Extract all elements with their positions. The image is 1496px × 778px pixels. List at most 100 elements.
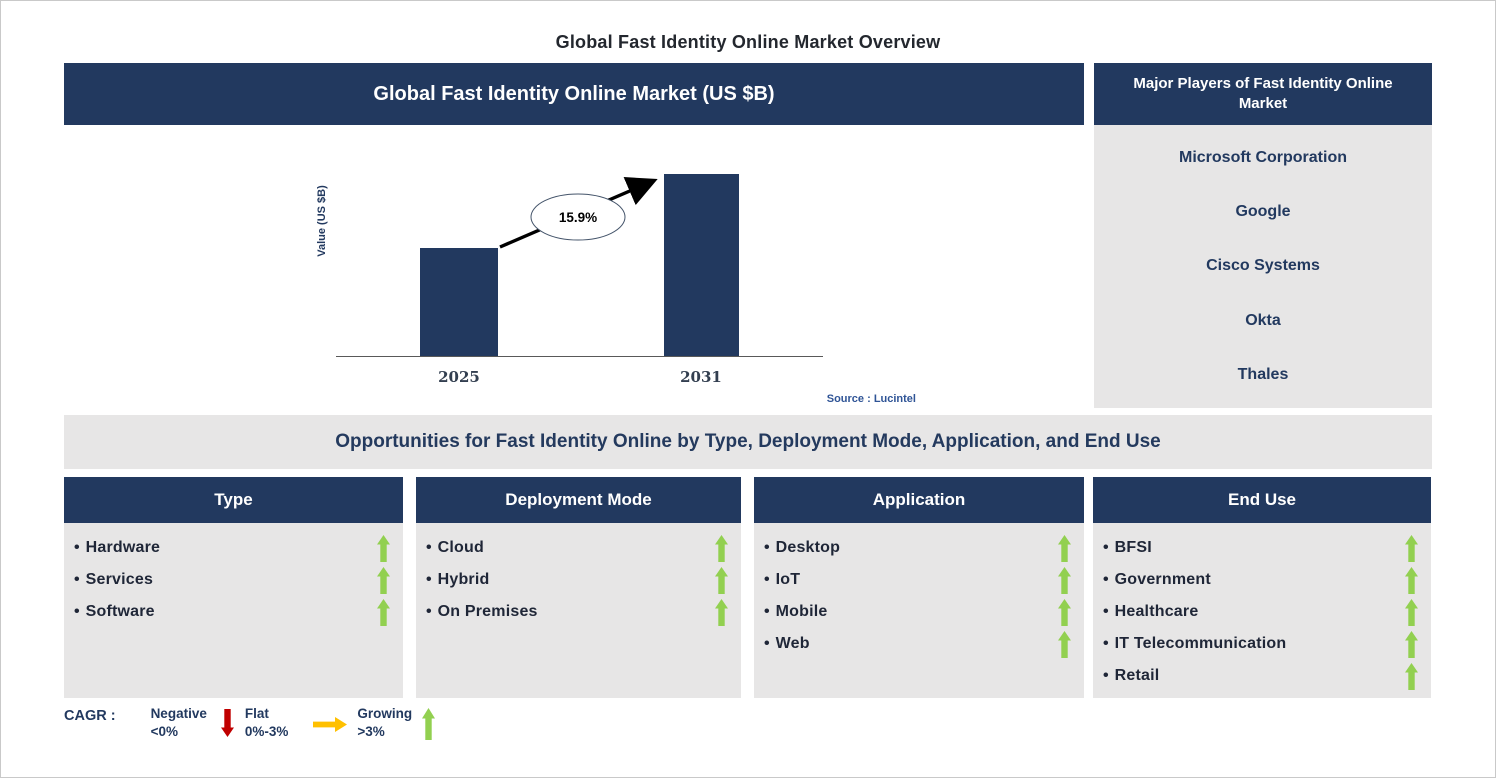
up-arrow-icon	[377, 598, 390, 626]
legend-flat-name: Flat	[244, 706, 269, 721]
bar-2031	[664, 174, 739, 356]
down-arrow-icon	[220, 705, 234, 737]
up-arrow-icon	[715, 534, 728, 562]
up-arrow-icon	[1405, 534, 1418, 562]
bullet-glyph: •	[74, 571, 80, 588]
column-application: Application • Desktop • IoT • Mobile	[754, 477, 1084, 698]
legend-flat-range: 0%-3%	[244, 723, 289, 739]
up-arrow-icon	[1058, 534, 1071, 562]
bullet-glyph: •	[764, 635, 770, 652]
column-end-use: End Use • BFSI • Government • Healthcare	[1093, 477, 1431, 698]
column-type-items: • Hardware • Services • Software	[64, 523, 403, 698]
opportunities-banner-label: Opportunities for Fast Identity Online b…	[335, 431, 1161, 452]
bullet-glyph: •	[764, 571, 770, 588]
segment-item-label: Services	[85, 571, 154, 588]
segment-item: • Hybrid	[416, 564, 741, 596]
up-arrow-icon	[422, 705, 436, 740]
cagr-ellipse	[530, 193, 626, 241]
bullet-glyph: •	[764, 539, 770, 556]
up-arrow-icon	[1405, 566, 1418, 594]
segment-item: • Retail	[1093, 660, 1431, 692]
up-arrow-icon	[377, 566, 390, 594]
segment-item: • Cloud	[416, 532, 741, 564]
player-item: Cisco Systems	[1206, 257, 1320, 275]
up-arrow-icon	[377, 534, 390, 562]
right-arrow-icon	[313, 705, 348, 732]
segment-item: • Web	[754, 628, 1084, 660]
up-arrow-icon	[1405, 662, 1418, 690]
chart-section-header-label: Global Fast Identity Online Market (US $…	[373, 82, 775, 105]
segment-item: • Hardware	[64, 532, 403, 564]
source-attribution: Source : Lucintel	[826, 393, 916, 405]
bullet-glyph: •	[426, 571, 432, 588]
up-arrow-icon	[1405, 598, 1418, 626]
legend-flat: Flat 0%-3%	[245, 705, 289, 740]
up-arrow-icon	[1058, 630, 1071, 658]
legend-growing-range: >3%	[357, 723, 385, 739]
column-deployment-mode: Deployment Mode • Cloud • Hybrid • On Pr…	[416, 477, 741, 698]
legend-growing-name: Growing	[357, 706, 413, 721]
chart-section-header: Global Fast Identity Online Market (US $…	[64, 63, 1084, 125]
segment-item: • Healthcare	[1093, 596, 1431, 628]
segment-item-label: IoT	[775, 571, 801, 588]
x-tick-2025: 2025	[438, 368, 480, 386]
bullet-glyph: •	[1103, 603, 1109, 620]
bullet-glyph: •	[74, 603, 80, 620]
segment-item: • Mobile	[754, 596, 1084, 628]
segment-item-label: Healthcare	[1114, 603, 1199, 620]
column-application-header: Application	[754, 477, 1084, 523]
legend-growing: Growing >3%	[357, 705, 412, 740]
segment-item-label: Mobile	[775, 603, 828, 620]
up-arrow-icon	[1058, 598, 1071, 626]
bar-chart: Value (US $B) 15.9% 2025 2031	[316, 174, 823, 386]
segment-item: • Software	[64, 596, 403, 628]
y-axis-label: Value (US $B)	[316, 185, 328, 257]
cagr-legend: CAGR : Negative <0% Flat 0%-3% Growing >…	[64, 705, 436, 740]
major-players-header-label: Major Players of Fast Identity Online Ma…	[1133, 74, 1393, 112]
segment-item: • IT Telecommunication	[1093, 628, 1431, 660]
x-tick-2031: 2031	[680, 368, 722, 386]
major-players-panel: Major Players of Fast Identity Online Ma…	[1094, 63, 1432, 408]
segment-item-label: Retail	[1114, 667, 1160, 684]
player-item: Okta	[1245, 311, 1281, 329]
up-arrow-icon	[1405, 630, 1418, 658]
column-end-use-header: End Use	[1093, 477, 1431, 523]
bullet-glyph: •	[1103, 539, 1109, 556]
segment-item: • Government	[1093, 564, 1431, 596]
bullet-glyph: •	[764, 603, 770, 620]
player-item: Microsoft Corporation	[1179, 149, 1347, 167]
column-type-header: Type	[64, 477, 403, 523]
segment-item-label: Web	[775, 635, 810, 652]
segment-item: • Desktop	[754, 532, 1084, 564]
segment-item: • BFSI	[1093, 532, 1431, 564]
up-arrow-icon	[1058, 566, 1071, 594]
segment-item-label: Cloud	[437, 539, 484, 556]
segment-item: • IoT	[754, 564, 1084, 596]
column-deployment-mode-header: Deployment Mode	[416, 477, 741, 523]
cagr-legend-label: CAGR :	[64, 708, 116, 724]
segment-item: • On Premises	[416, 596, 741, 628]
segment-item-label: BFSI	[1114, 539, 1152, 556]
bullet-glyph: •	[426, 539, 432, 556]
bullet-glyph: •	[426, 603, 432, 620]
cagr-annotation: 15.9%	[559, 210, 597, 225]
segment-item-label: IT Telecommunication	[1114, 635, 1287, 652]
segment-item-label: Hybrid	[437, 571, 490, 588]
bullet-glyph: •	[1103, 667, 1109, 684]
column-application-items: • Desktop • IoT • Mobile	[754, 523, 1084, 698]
legend-negative-range: <0%	[150, 723, 178, 739]
bar-2025	[420, 248, 498, 356]
player-item: Thales	[1237, 365, 1289, 383]
segment-item-label: Software	[85, 603, 155, 620]
opportunities-banner: Opportunities for Fast Identity Online b…	[64, 415, 1432, 469]
up-arrow-icon	[715, 566, 728, 594]
legend-negative: Negative <0%	[151, 705, 207, 740]
segment-item-label: Government	[1114, 571, 1211, 588]
up-arrow-icon	[715, 598, 728, 626]
page-title: Global Fast Identity Online Market Overv…	[555, 32, 941, 52]
player-item: Google	[1235, 203, 1291, 221]
legend-negative-name: Negative	[150, 706, 207, 721]
bullet-glyph: •	[1103, 635, 1109, 652]
segment-item-label: Desktop	[775, 539, 841, 556]
